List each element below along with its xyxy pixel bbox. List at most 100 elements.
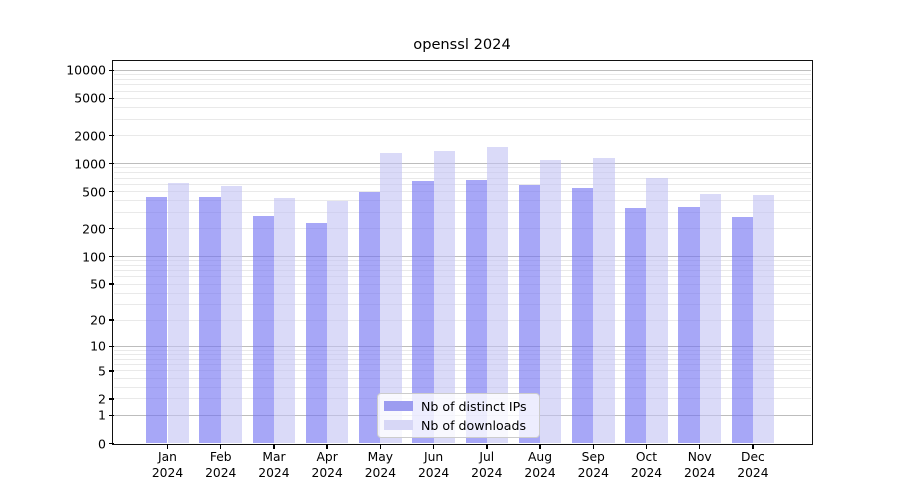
- x-tick-label-nov: Nov 2024: [684, 450, 716, 480]
- gridline-minor-9: [113, 349, 811, 351]
- gridline-minor-40: [113, 292, 811, 294]
- y-tick-mark-1000: [109, 162, 114, 165]
- gridline-minor-800: [113, 172, 811, 174]
- legend-row-distinct-ips: Nb of distinct IPs: [384, 399, 531, 414]
- y-tick-label-5: 5: [98, 363, 106, 379]
- bar-nb-of-distinct-ips-oct: [625, 207, 647, 444]
- bar-nb-of-downloads-sep: [593, 157, 615, 444]
- gridline-minor-80: [113, 264, 811, 266]
- y-tick-label-10: 10: [90, 338, 106, 354]
- bar-nb-of-distinct-ips-feb: [199, 196, 221, 444]
- x-tick-label-sep: Sep 2024: [577, 450, 609, 480]
- x-tick-mark-jun: [432, 443, 435, 449]
- gridline-minor-700: [113, 177, 811, 179]
- x-tick-mark-apr: [326, 443, 328, 449]
- legend-label-downloads: Nb of downloads: [421, 417, 527, 433]
- x-tick-label-jul: Jul 2024: [471, 450, 503, 480]
- gridline-minor-7: [113, 358, 811, 360]
- legend-swatch-distinct-ips: [384, 401, 413, 411]
- bar-nb-of-distinct-ips-aug: [518, 184, 541, 444]
- gridline-minor-90: [113, 260, 811, 262]
- y-tick-label-20: 20: [90, 312, 106, 328]
- chart-title: openssl 2024: [413, 36, 511, 53]
- gridline-minor-600: [113, 183, 811, 185]
- y-tick-label-50: 50: [90, 276, 106, 292]
- x-tick-label-apr: Apr 2024: [311, 450, 343, 480]
- bar-nb-of-downloads-nov: [699, 194, 721, 444]
- x-tick-label-aug: Aug 2024: [524, 450, 556, 480]
- gridline-minor-5: [113, 370, 811, 372]
- gridline-minor-50: [113, 283, 811, 285]
- gridline-major-10000: [113, 69, 811, 71]
- bar-nb-of-downloads-oct: [646, 178, 668, 444]
- legend-row-downloads: Nb of downloads: [384, 418, 531, 433]
- bar-nb-of-downloads-apr: [327, 200, 349, 444]
- gridline-minor-3: [113, 386, 811, 388]
- x-tick-mark-nov: [698, 443, 701, 449]
- gridline-minor-500: [113, 191, 811, 193]
- x-tick-label-jan: Jan 2024: [151, 450, 184, 480]
- y-tick-label-1000: 1000: [74, 156, 106, 172]
- gridline-minor-4: [113, 377, 811, 379]
- gridline-major-1000: [113, 163, 811, 165]
- x-tick-mark-jan: [166, 443, 169, 449]
- y-tick-mark-200: [109, 227, 114, 230]
- gridline-minor-5000: [113, 97, 811, 99]
- bar-nb-of-downloads-dec: [752, 195, 775, 444]
- bar-nb-of-distinct-ips-jul: [465, 180, 487, 444]
- bar-nb-of-downloads-jul: [486, 147, 509, 444]
- bar-nb-of-distinct-ips-jan: [146, 197, 168, 444]
- gridline-minor-30: [113, 303, 811, 305]
- x-tick-label-feb: Feb 2024: [205, 450, 237, 480]
- y-tick-label-200: 200: [82, 221, 106, 237]
- gridline-minor-900: [113, 167, 811, 169]
- y-tick-label-2: 2: [98, 391, 106, 407]
- x-tick-label-dec: Dec 2024: [737, 450, 769, 480]
- y-tick-label-2000: 2000: [74, 128, 106, 144]
- y-tick-mark-5000: [109, 97, 114, 100]
- bar-nb-of-distinct-ips-may: [359, 191, 381, 444]
- legend: Nb of distinct IPs Nb of downloads: [377, 393, 540, 438]
- y-tick-mark-2000: [109, 134, 114, 137]
- bar-nb-of-distinct-ips-mar: [252, 215, 274, 444]
- y-tick-mark-100: [109, 255, 114, 258]
- gridline-minor-400: [113, 200, 811, 202]
- x-tick-mark-may: [379, 443, 382, 449]
- legend-swatch-downloads: [384, 420, 413, 430]
- y-tick-mark-500: [109, 190, 114, 193]
- x-tick-mark-sep: [592, 443, 594, 449]
- gridline-minor-6: [113, 364, 811, 366]
- gridline-minor-200: [113, 228, 811, 230]
- bar-nb-of-downloads-jan: [167, 182, 189, 444]
- gridline-minor-20: [113, 319, 811, 321]
- gridline-minor-4000: [113, 106, 811, 108]
- y-tick-label-5000: 5000: [74, 90, 106, 106]
- x-tick-mark-aug: [539, 443, 541, 449]
- x-tick-label-jun: Jun 2024: [417, 450, 450, 480]
- gridline-minor-300: [113, 211, 811, 213]
- y-tick-mark-10: [109, 345, 114, 348]
- bar-nb-of-distinct-ips-jun: [412, 181, 434, 444]
- y-tick-mark-5: [109, 370, 114, 372]
- y-tick-mark-0: [109, 442, 114, 445]
- y-tick-mark-2: [109, 398, 114, 400]
- x-tick-label-may: May 2024: [364, 450, 397, 480]
- gridline-major-100: [113, 256, 811, 258]
- gridline-minor-2000: [113, 135, 811, 137]
- x-tick-mark-dec: [752, 443, 754, 449]
- legend-label-distinct-ips: Nb of distinct IPs: [421, 398, 527, 414]
- gridline-minor-60: [113, 276, 811, 278]
- bar-nb-of-downloads-aug: [540, 160, 562, 444]
- y-tick-label-100: 100: [82, 249, 106, 265]
- y-tick-label-10000: 10000: [66, 62, 106, 78]
- x-tick-mark-feb: [219, 443, 222, 449]
- x-tick-label-oct: Oct 2024: [630, 450, 663, 480]
- gridline-major-10: [113, 345, 811, 347]
- gridline-minor-6000: [113, 90, 811, 92]
- gridline-minor-9000: [113, 74, 811, 76]
- x-tick-label-mar: Mar 2024: [258, 450, 290, 480]
- bar-nb-of-distinct-ips-nov: [678, 206, 700, 444]
- bar-nb-of-distinct-ips-apr: [305, 223, 328, 444]
- bar-nb-of-distinct-ips-dec: [731, 216, 753, 444]
